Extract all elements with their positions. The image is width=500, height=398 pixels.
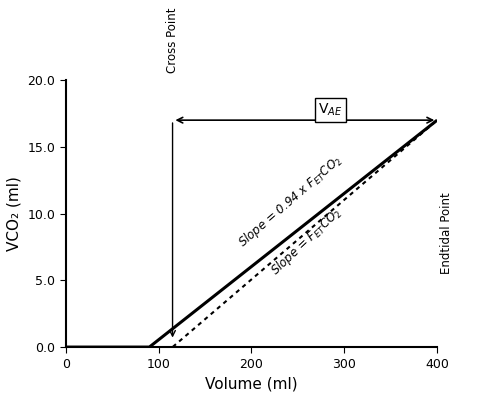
Text: Slope = F$_{ET}$CO$_2$: Slope = F$_{ET}$CO$_2$	[267, 204, 345, 279]
X-axis label: Volume (ml): Volume (ml)	[205, 376, 298, 391]
Text: V$_{AE}$: V$_{AE}$	[318, 102, 342, 118]
Text: Endtidal Point: Endtidal Point	[440, 193, 453, 275]
Y-axis label: VCO₂ (ml): VCO₂ (ml)	[7, 176, 22, 251]
Text: Slope = 0.94 x F$_{ET}$CO$_2$: Slope = 0.94 x F$_{ET}$CO$_2$	[235, 151, 346, 251]
Text: Cross Point: Cross Point	[166, 8, 179, 74]
